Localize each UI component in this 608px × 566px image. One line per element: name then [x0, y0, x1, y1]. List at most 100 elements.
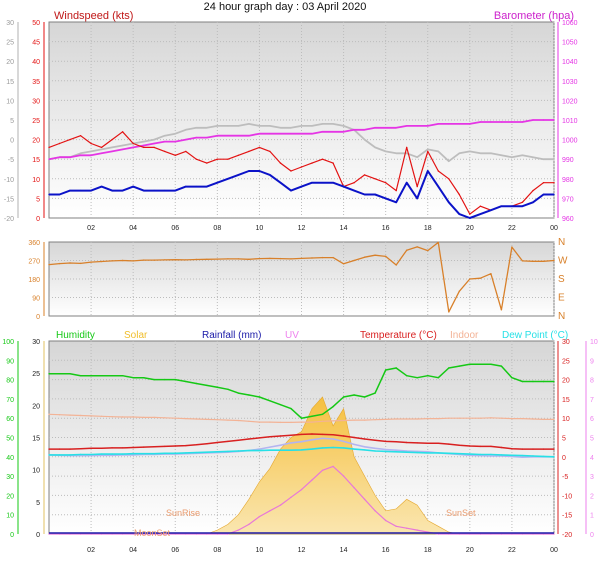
left-outer-tick-label: 30	[6, 20, 14, 27]
windspeed-avg-line-point	[269, 174, 271, 176]
windspeed-avg-line-point	[237, 174, 240, 176]
humidity-line-point	[500, 365, 503, 367]
barometer-line-point	[311, 133, 313, 135]
direction-line-point	[100, 260, 103, 263]
direction-line-point	[353, 259, 355, 262]
barometer-line-point	[100, 152, 103, 154]
dewpoint-line-point	[458, 453, 460, 455]
wind-panel-ticks: 302520151050-5-10-15-2050454035302520151…	[4, 20, 578, 223]
x-tick-label: 16	[382, 225, 390, 232]
humidity-line-point	[490, 363, 492, 365]
humidity-line-point	[553, 380, 555, 383]
rainfall-tick-label: 30	[32, 339, 40, 346]
temperature-tick-label: -15	[562, 513, 572, 520]
humidity-line-point	[521, 380, 524, 383]
dewpoint-line-point	[374, 450, 376, 452]
direction-line-point	[185, 259, 187, 261]
direction-line-point	[437, 241, 439, 244]
humidity-panel-annotations: SunRise SunSet MoonSet	[134, 508, 476, 538]
humidity-line-point	[448, 367, 450, 369]
barometer-tick-label: 960	[562, 216, 574, 223]
temperature-line-point	[143, 446, 145, 448]
uv-index-line-point	[353, 487, 355, 489]
windspeed-gust-line-point	[216, 158, 218, 160]
temperature-line-point	[406, 441, 408, 444]
baro-gray-line-point	[111, 146, 113, 149]
baro-gray-line-point	[248, 123, 250, 125]
direction-line-point	[363, 256, 366, 258]
windspeed-gust-line-point	[90, 142, 92, 145]
barometer-line-point	[542, 119, 545, 121]
direction-line-point	[48, 263, 50, 266]
humidity-line-point	[300, 417, 303, 419]
indoor-line-point	[143, 416, 145, 419]
barometer-line-point	[290, 133, 292, 135]
baro-gray-line-point	[164, 135, 166, 137]
barometer-line-point	[164, 140, 166, 143]
windspeed-avg-line-point	[458, 213, 460, 215]
legend-uv: UV	[285, 330, 299, 341]
barometer-tick-label: 1010	[562, 118, 578, 125]
direction-line-point	[248, 258, 250, 260]
windspeed-gust-line-point	[79, 135, 82, 137]
windspeed-gust-line-point	[542, 182, 545, 184]
indoor-line-point	[132, 416, 134, 418]
temperature-tick-label: 15	[562, 397, 570, 404]
direction-line-point	[406, 249, 408, 251]
uv-tick-label: 7	[590, 397, 594, 404]
humidity-line-point	[416, 377, 418, 379]
left-outer-tick-label: -15	[4, 196, 14, 203]
barometer-line-point	[479, 121, 482, 123]
direction-line-point	[121, 259, 124, 262]
windspeed-gust-line-point	[132, 142, 134, 145]
temperature-tick-label: 5	[562, 436, 566, 443]
humidity-line-point	[132, 377, 134, 379]
temperature-line-point	[395, 441, 397, 443]
temperature-line-point	[48, 448, 50, 450]
uv-tick-label: 8	[590, 378, 594, 385]
direction-line-point	[385, 255, 387, 258]
humidity-line-point	[248, 394, 250, 396]
dewpoint-line-point	[448, 452, 450, 454]
direction-line-point	[269, 257, 271, 260]
dewpoint-line-point	[321, 447, 324, 449]
barometer-line-point	[553, 119, 555, 121]
windspeed-avg-line-point	[248, 170, 250, 172]
rainfall-tick-label: 5	[36, 500, 40, 507]
barometer-line-point	[279, 133, 282, 135]
indoor-line-point	[79, 414, 82, 417]
humidity-line-point	[385, 369, 387, 371]
direction-line-point	[290, 258, 292, 260]
x-tick-label: 20	[466, 225, 474, 232]
barometer-line-point	[237, 135, 240, 137]
windspeed-gust-line-point	[553, 182, 555, 184]
indoor-line-point	[216, 419, 218, 421]
temperature-line-point	[121, 447, 124, 449]
baro-gray-line-point	[153, 138, 155, 141]
direction-line-point	[132, 260, 134, 262]
temperature-line-point	[542, 448, 545, 450]
x-tick-label: 08	[213, 225, 221, 232]
windspeed-gust-line-point	[479, 205, 482, 207]
dewpoint-line-point	[100, 453, 103, 455]
baro-gray-line-point	[143, 140, 145, 143]
dewpoint-line-point	[385, 450, 387, 453]
dewpoint-line-point	[427, 452, 429, 454]
humidity-line-point	[48, 373, 50, 375]
dewpoint-line-point	[58, 454, 61, 456]
windspeed-gust-line-point	[111, 138, 113, 141]
humidity-panel-x-labels: 02 04 06 08 10 12 14 16 18 20 22 00	[87, 547, 558, 554]
humidity-tick-label: 30	[6, 474, 14, 481]
barometer-tick-label: 1000	[562, 138, 578, 145]
humidity-tick-label: 40	[6, 455, 14, 462]
dewpoint-line-point	[416, 451, 418, 454]
dewpoint-line-point	[227, 450, 229, 453]
windspeed-tick-label: 10	[32, 177, 40, 184]
windspeed-avg-line-point	[290, 189, 292, 192]
indoor-line-point	[385, 418, 387, 421]
barometer-line-point	[143, 144, 145, 147]
uv-temp-line-point	[363, 446, 366, 448]
barometer-line-point	[395, 127, 397, 129]
humidity-line-point	[111, 375, 113, 377]
indoor-line-point	[174, 417, 176, 419]
